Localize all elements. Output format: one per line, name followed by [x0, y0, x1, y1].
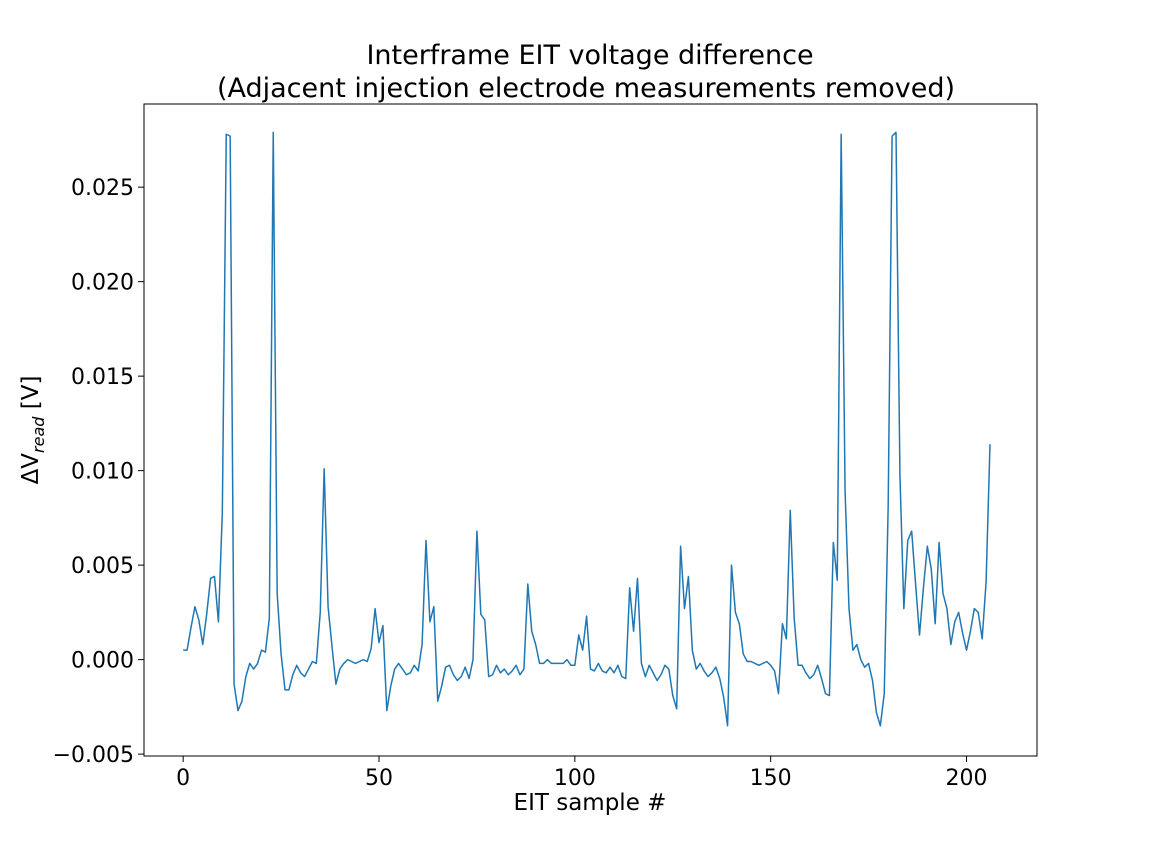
- series-line-0: [183, 131, 991, 727]
- x-axis-ticks: 0 50 100 150 200: [176, 756, 988, 791]
- y-tick-label: 0.005: [71, 554, 134, 579]
- y-tick-label: −0.005: [53, 743, 134, 768]
- y-tick-label: 0.015: [71, 365, 134, 390]
- plot-series: [183, 131, 991, 727]
- x-tick-label: 200: [946, 766, 988, 791]
- chart-title-line-2: (Adjacent injection electrode measuremen…: [217, 73, 955, 104]
- y-axis-label: ΔVread [V]: [18, 376, 48, 485]
- y-tick-label: 0.025: [71, 176, 134, 201]
- y-tick-label: 0.020: [71, 271, 134, 296]
- y-axis-label-main: ΔV: [18, 453, 44, 485]
- y-tick-label: 0.000: [71, 649, 134, 674]
- y-axis-label-subscript: read: [29, 416, 48, 453]
- plot-area-frame: [143, 103, 1038, 757]
- chart-title-line-1: Interframe EIT voltage difference: [366, 40, 813, 71]
- x-axis-label: EIT sample #: [514, 790, 667, 816]
- y-tick-label: 0.010: [71, 460, 134, 485]
- x-tick-label: 0: [176, 766, 190, 791]
- x-tick-label: 100: [554, 766, 596, 791]
- x-tick-label: 50: [365, 766, 393, 791]
- y-axis-label-unit: [V]: [18, 376, 44, 417]
- x-tick-label: 150: [750, 766, 792, 791]
- y-axis-ticks: −0.005 0.000 0.005 0.010 0.015 0.020 0.025: [53, 176, 144, 768]
